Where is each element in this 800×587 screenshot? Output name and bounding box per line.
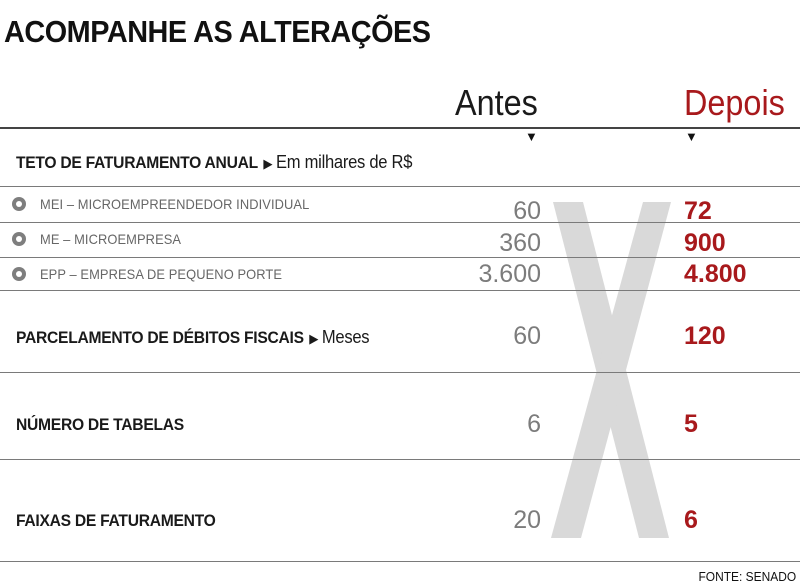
section-parcelamento-unit: Meses — [321, 327, 370, 347]
section-parcelamento: PARCELAMENTO DE DÉBITOS FISCAIS ▶ Meses — [16, 327, 370, 348]
row-me-label: ME – MICROEMPRESA — [40, 231, 182, 247]
parcelamento-antes: 60 — [513, 322, 541, 350]
row-divider — [0, 290, 800, 291]
row-mei-depois: 72 — [684, 197, 712, 225]
section-tabelas-label: NÚMERO DE TABELAS — [16, 415, 184, 434]
row-divider — [0, 222, 800, 223]
row-mei-label: MEI – MICROEMPREENDEDOR INDIVIDUAL — [40, 196, 310, 212]
source-credit: FONTE: SENADO — [698, 569, 796, 584]
section-teto-faturamento: TETO DE FATURAMENTO ANUAL ▶ Em milhares de… — [16, 152, 412, 173]
row-me-depois: 900 — [684, 229, 726, 257]
row-epp-depois: 4.800 — [684, 260, 747, 288]
column-header-antes: Antes — [455, 82, 538, 123]
row-epp-antes: 3.600 — [478, 260, 541, 288]
row-divider — [0, 372, 800, 373]
row-epp-label: EPP – EMPRESA DE PEQUENO PORTE — [40, 266, 283, 282]
column-header-depois: Depois — [684, 82, 785, 123]
row-divider — [0, 257, 800, 258]
antes-down-arrow-icon: ▼ — [525, 129, 538, 144]
section-teto-label: TETO DE FATURAMENTO ANUAL — [16, 153, 258, 172]
bottom-divider — [0, 561, 800, 562]
faixas-depois: 6 — [684, 506, 698, 534]
header-divider — [0, 127, 800, 129]
section-faixas-label: FAIXAS DE FATURAMENTO — [16, 511, 216, 530]
parcelamento-depois: 120 — [684, 322, 726, 350]
section-parcelamento-label: PARCELAMENTO DE DÉBITOS FISCAIS — [16, 328, 304, 347]
bullet-icon — [12, 197, 26, 211]
section-faixas-faturamento: FAIXAS DE FATURAMENTO — [16, 511, 216, 531]
row-me: ME – MICROEMPRESA — [12, 228, 193, 250]
bullet-icon — [12, 267, 26, 281]
tabelas-depois: 5 — [684, 410, 698, 438]
row-mei: MEI – MICROEMPREENDEDOR INDIVIDUAL — [12, 193, 333, 215]
row-divider — [0, 186, 800, 187]
faixas-antes: 20 — [513, 506, 541, 534]
bullet-icon — [12, 232, 26, 246]
tabelas-antes: 6 — [527, 410, 541, 438]
section-teto-unit: Em milhares de R$ — [276, 152, 413, 172]
row-me-antes: 360 — [499, 229, 541, 257]
depois-down-arrow-icon: ▼ — [685, 129, 698, 144]
row-epp: EPP – EMPRESA DE PEQUENO PORTE — [12, 263, 303, 285]
right-triangle-icon: ▶ — [309, 331, 319, 346]
big-x-icon — [551, 202, 671, 538]
row-divider — [0, 459, 800, 460]
row-mei-antes: 60 — [513, 197, 541, 225]
right-triangle-icon: ▶ — [263, 156, 273, 171]
chart-title: ACOMPANHE AS ALTERAÇÕES — [4, 14, 431, 49]
section-numero-tabelas: NÚMERO DE TABELAS — [16, 415, 184, 435]
